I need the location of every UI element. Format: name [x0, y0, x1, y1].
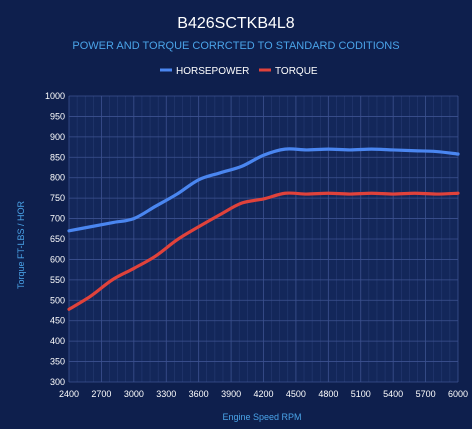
chart-subtitle: POWER AND TORQUE CORRCTED TO STANDARD CO… — [72, 40, 399, 52]
y-tick-label: 550 — [50, 275, 65, 285]
y-tick-label: 400 — [50, 336, 65, 346]
legend-label-horsepower: HORSEPOWER — [176, 66, 249, 77]
y-tick-label: 450 — [50, 316, 65, 326]
x-tick-label: 2700 — [91, 389, 111, 399]
x-tick-label: 2400 — [59, 389, 79, 399]
y-tick-label: 700 — [50, 214, 65, 224]
grid — [68, 95, 459, 383]
chart-title: B426SCTKB4L8 — [177, 15, 295, 32]
x-tick-label: 6000 — [448, 389, 468, 399]
x-tick-label: 3600 — [189, 389, 209, 399]
y-tick-label: 350 — [50, 357, 65, 367]
series-line-torque — [67, 191, 460, 311]
x-tick-label: 3300 — [156, 389, 176, 399]
legend-item-horsepower[interactable]: HORSEPOWER — [160, 66, 249, 77]
x-tick-label: 5400 — [383, 389, 403, 399]
x-axis-label: Engine Speed RPM — [222, 412, 301, 422]
legend-item-torque[interactable]: TORQUE — [259, 66, 318, 77]
legend: HORSEPOWER TORQUE — [160, 66, 318, 77]
y-tick-label: 850 — [50, 152, 65, 162]
x-tick-label: 3900 — [221, 389, 241, 399]
y-axis-label: Torque FT-LBS / HOR — [16, 200, 26, 289]
y-tick-label: 300 — [50, 377, 65, 387]
y-tick-label: 900 — [50, 132, 65, 142]
x-tick-label: 4200 — [253, 389, 273, 399]
y-tick-label: 600 — [50, 254, 65, 264]
y-tick-label: 950 — [50, 111, 65, 121]
y-tick-label: 750 — [50, 193, 65, 203]
x-tick-label: 5700 — [416, 389, 436, 399]
series-line-horsepower — [67, 147, 460, 233]
legend-label-torque: TORQUE — [275, 66, 318, 77]
y-tick-label: 650 — [50, 234, 65, 244]
y-tick-label: 1000 — [45, 91, 65, 101]
x-tick-label: 4800 — [318, 389, 338, 399]
y-tick-label: 500 — [50, 295, 65, 305]
x-axis-ticks: 2400 2700 3000 3300 3600 3900 4200 4500 4800 5100… — [59, 389, 468, 399]
x-tick-label: 3000 — [124, 389, 144, 399]
y-axis-ticks: 300 350 400 450 500 550 600 650 700 750 800 850 900 9… — [45, 91, 65, 387]
x-tick-label: 4500 — [286, 389, 306, 399]
series-layer — [67, 147, 460, 311]
y-tick-label: 800 — [50, 173, 65, 183]
x-tick-label: 5100 — [351, 389, 371, 399]
